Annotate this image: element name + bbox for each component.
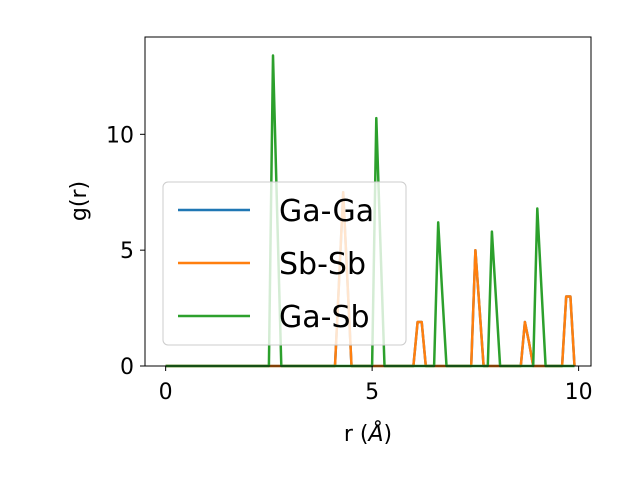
y-axis-ticks: 0 5 10 [106,123,145,380]
y-tick-label: 0 [120,355,134,380]
y-axis-label: g(r) [67,181,92,221]
axes-frame [144,36,592,367]
legend-label-1: Sb-Sb [279,247,366,282]
legend-label-2: Ga-Sb [279,300,370,335]
y-tick-label: 5 [120,239,134,264]
x-axis-label-suffix: ) [384,422,393,447]
x-axis-label-prefix: r ( [344,422,369,447]
legend-box [162,181,407,346]
legend-label-0: Ga-Ga [279,194,374,229]
y-tick-label: 10 [106,123,134,148]
legend: Ga-Ga Sb-Sb Ga-Sb [162,181,407,346]
x-axis-ticks: 0 5 10 [159,366,593,405]
x-tick-label: 5 [365,380,379,405]
legend-entries: Ga-Ga Sb-Sb Ga-Sb [178,194,374,335]
x-axis-label: r (Å) [344,420,392,447]
x-tick-label: 0 [159,380,173,405]
x-tick-label: 10 [565,380,593,405]
x-axis-label-symbol: Å [366,420,383,447]
